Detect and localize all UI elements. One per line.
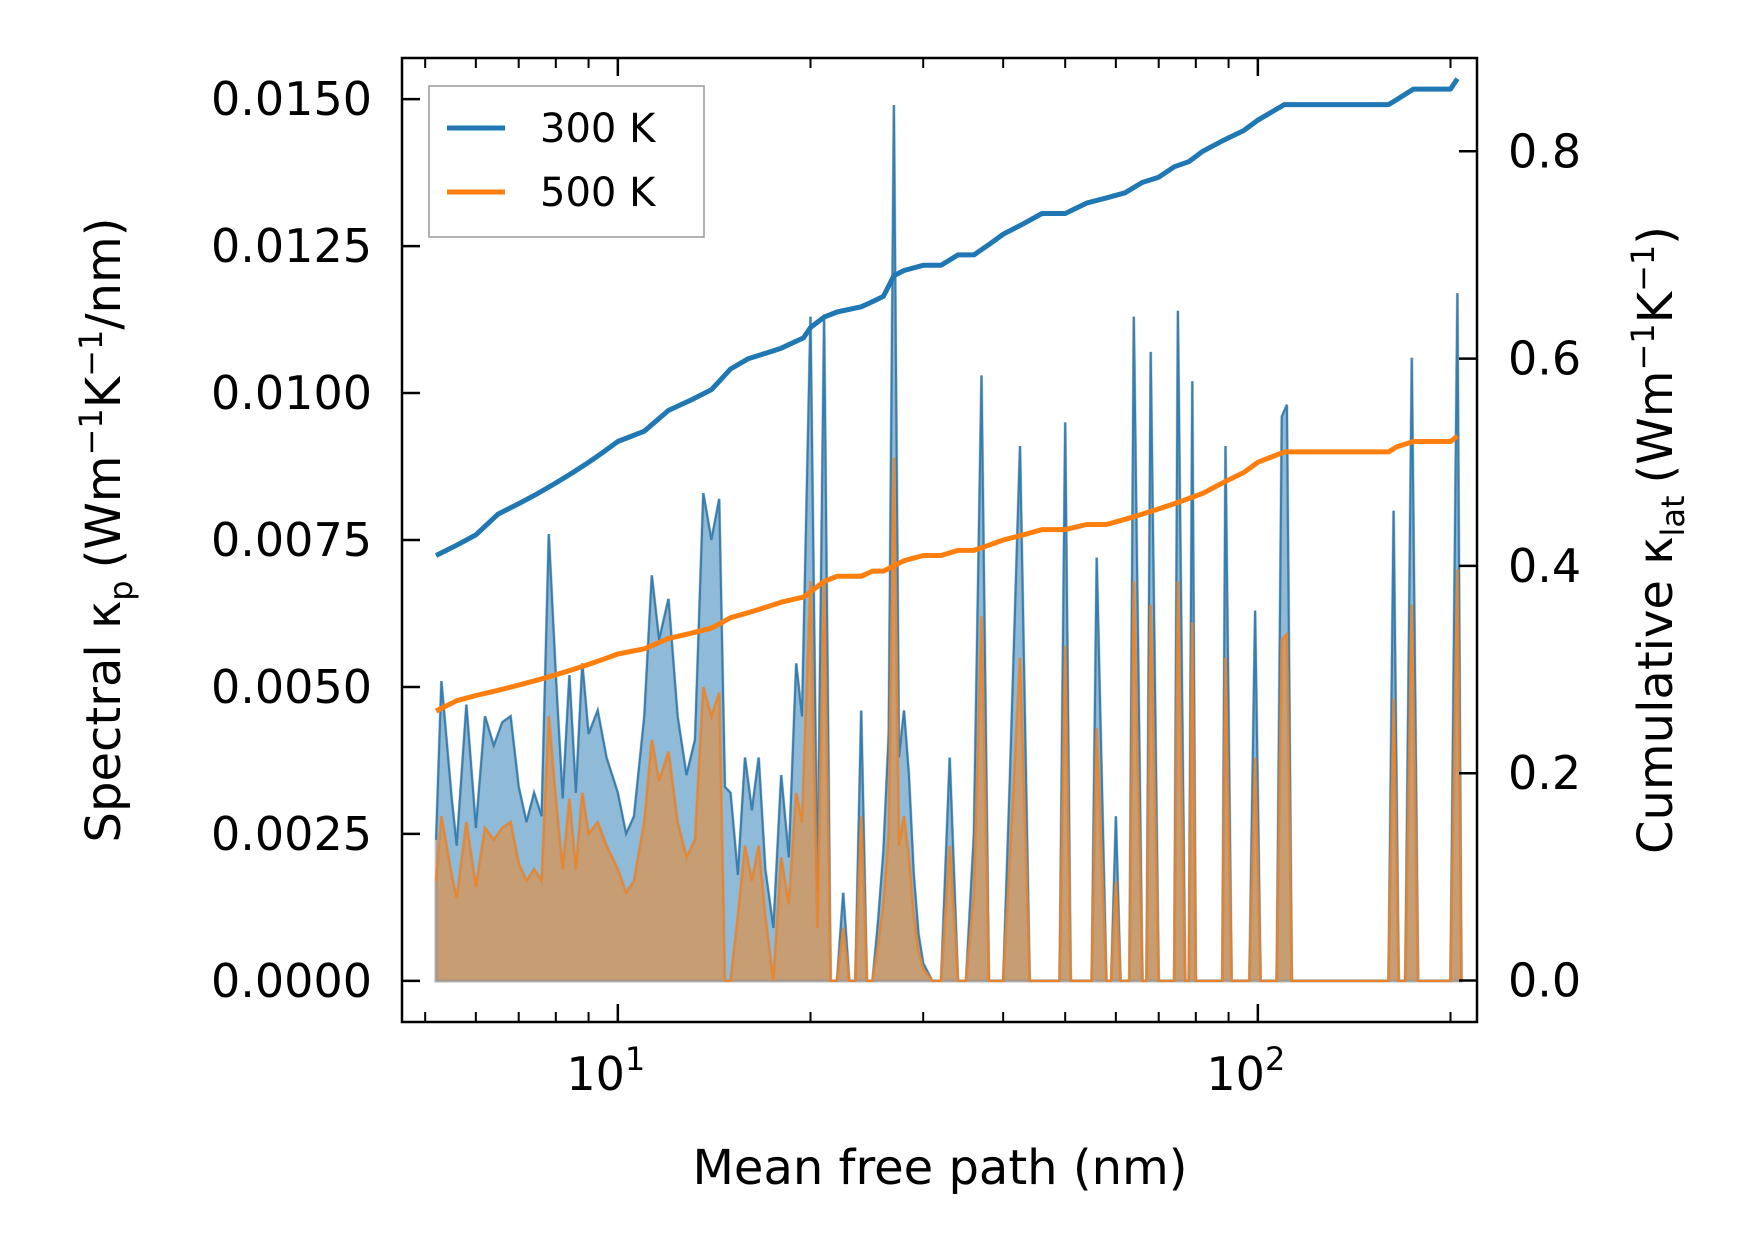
legend-label-300k: 300 K [540,106,657,152]
ticks-layer: 101 102 0.0000 0.0025 0.0050 0.0075 0.0100 0.01… [211,58,1581,1101]
y-left-tick-label: 0.0025 [211,807,372,861]
y-left-tick-label: 0.0050 [211,660,372,714]
y-axis-label-right: Cumulative κlat(Wm−1K−1) [1624,226,1692,854]
y-right-tick-label: 0.6 [1508,332,1581,386]
y-left-tick-label: 0.0000 [211,954,372,1008]
y-left-tick-label: 0.0150 [211,72,372,126]
legend: 300 K 500 K [428,85,705,238]
legend-label-500k: 500 K [540,170,657,216]
cumulative-line-300k [434,77,1460,558]
x-tick-label: 102 [1206,1040,1285,1101]
spectral-line-300k [435,104,1463,982]
x-axis-label: Mean free path (nm) [693,1140,1188,1196]
series-layer [434,77,1463,983]
y-right-tick-label: 0.8 [1508,124,1581,178]
y-left-tick-label: 0.0125 [211,219,372,273]
x-tick-label: 101 [566,1040,645,1101]
spectral-line-500k [435,457,1463,982]
y-right-tick-label: 0.2 [1508,746,1581,800]
y-right-tick-label: 0.4 [1508,539,1581,593]
y-left-tick-label: 0.0075 [211,513,372,567]
y-axis-label-left: Spectral κp(Wm−1K−1/nm) [72,218,140,843]
y-left-tick-label: 0.0100 [211,366,372,420]
legend-frame [428,85,705,238]
cumulative-line-500k [434,434,1459,714]
y-right-tick-label: 0.0 [1508,954,1581,1008]
